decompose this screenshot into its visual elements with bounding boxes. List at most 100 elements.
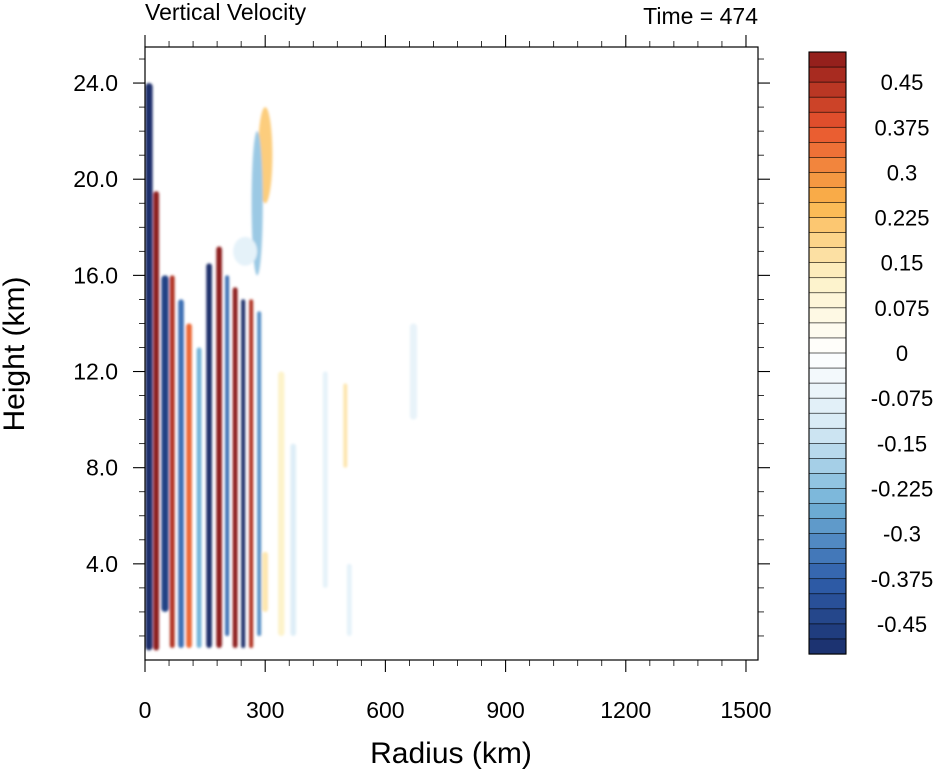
field-column-19 <box>346 563 352 636</box>
field-column-13 <box>257 311 262 636</box>
colorbar-segment <box>808 548 847 565</box>
x-tick-label: 1200 <box>600 697 651 723</box>
colorbar-label: -0.45 <box>877 612 927 637</box>
time-label: Time = 474 <box>643 3 758 29</box>
y-axis: 4.0 8.0 12.0 16.0 20.0 24.0 <box>73 58 770 637</box>
colorbar-segment <box>808 608 847 625</box>
chart-title: Vertical Velocity <box>145 0 307 25</box>
colorbar-label: 0 <box>896 341 908 366</box>
field-column-4 <box>178 299 184 648</box>
colorbar-segment <box>808 187 847 204</box>
colorbar-segment <box>808 292 847 309</box>
colorbar-segment <box>808 51 847 68</box>
colorbar-segment <box>808 172 847 189</box>
colorbar-segment <box>808 142 847 158</box>
field-blob-23 <box>233 236 258 266</box>
colorbar-segment <box>808 533 847 550</box>
colorbar-label: -0.15 <box>877 431 927 456</box>
colorbar-frame <box>808 51 847 655</box>
field-column-10 <box>232 287 238 648</box>
colorbar-segment <box>808 81 847 98</box>
colorbar-segment <box>808 96 847 113</box>
colorbar-segment <box>808 473 847 490</box>
colorbar-segment <box>808 578 847 595</box>
field-column-6 <box>196 347 202 648</box>
colorbar-segment <box>808 563 847 580</box>
colorbar-label: 0.3 <box>887 160 918 185</box>
colorbar-label: 0.375 <box>874 115 929 140</box>
x-tick-label: 1500 <box>720 697 771 723</box>
colorbar-segment <box>808 247 847 264</box>
x-tick-label: 900 <box>486 697 524 723</box>
colorbar-segment <box>808 202 847 219</box>
plot-frame <box>144 46 759 661</box>
y-tick-label: 8.0 <box>86 455 118 481</box>
colorbar-segment <box>808 503 847 520</box>
colorbar-segment <box>808 66 847 83</box>
field-column-8 <box>216 246 222 648</box>
colorbar-segment <box>808 412 847 429</box>
field-column-20 <box>409 323 418 420</box>
colorbar-segment <box>808 262 847 279</box>
field-column-9 <box>225 275 230 636</box>
colorbar-segment <box>808 307 847 324</box>
colorbar-segment <box>808 623 847 640</box>
x-tick-label: 600 <box>366 697 404 723</box>
colorbar-segment <box>808 367 847 384</box>
colorbar-label: 0.45 <box>881 70 924 95</box>
colorbar-segment <box>808 217 847 234</box>
x-axis: 0 300 600 900 1200 1500 <box>139 35 772 723</box>
colorbar-segment <box>808 397 847 414</box>
colorbar-segment <box>808 382 847 399</box>
colorbar-label: -0.225 <box>871 476 933 501</box>
x-tick-label: 300 <box>246 697 284 723</box>
field-column-0 <box>145 83 153 651</box>
colorbar-segment <box>808 337 847 354</box>
colorbar-segment <box>808 277 847 294</box>
field-column-17 <box>322 371 328 588</box>
y-tick-label: 20.0 <box>73 166 118 192</box>
field-column-15 <box>278 371 285 636</box>
field-column-5 <box>186 323 192 648</box>
x-axis-label: Radius (km) <box>370 737 532 770</box>
colorbar-segment <box>808 518 847 535</box>
field-column-14 <box>262 551 269 612</box>
plot-background <box>145 47 758 660</box>
y-tick-label: 12.0 <box>73 359 118 385</box>
colorbar-segment <box>808 458 847 475</box>
colorbar-segment <box>808 111 847 128</box>
field-column-11 <box>241 299 246 648</box>
field-column-1 <box>153 191 160 651</box>
x-tick-label: 0 <box>139 697 152 723</box>
field-column-3 <box>169 275 175 648</box>
colorbar-segment <box>808 157 847 174</box>
field-column-2 <box>161 275 169 612</box>
colorbar-segment <box>808 488 847 505</box>
colorbar: 0.45 0.375 0.3 0.225 0.15 0.075 0 -0.075 -0.15 -0… <box>808 51 933 655</box>
y-tick-label: 4.0 <box>86 551 118 577</box>
velocity-field <box>145 83 418 651</box>
colorbar-segment <box>808 322 847 339</box>
field-column-12 <box>249 299 254 648</box>
field-column-7 <box>206 263 212 648</box>
colorbar-segment <box>808 593 847 610</box>
colorbar-label: 0.225 <box>874 206 929 231</box>
colorbar-segment <box>808 352 847 369</box>
colorbar-label: 0.075 <box>874 296 929 321</box>
colorbar-label: -0.075 <box>871 386 933 411</box>
colorbar-segment <box>808 442 847 459</box>
colorbar-segment <box>808 638 847 655</box>
colorbar-label: -0.3 <box>883 522 921 547</box>
colorbar-label: 0.15 <box>881 251 924 276</box>
y-tick-label: 24.0 <box>73 70 118 96</box>
field-column-16 <box>290 443 297 636</box>
y-axis-label: Height (km) <box>0 276 31 431</box>
colorbar-segment <box>808 232 847 249</box>
y-tick-label: 16.0 <box>73 262 118 288</box>
colorbar-label: -0.375 <box>871 567 933 592</box>
field-column-18 <box>343 383 348 468</box>
field-blob-22 <box>251 131 263 276</box>
colorbar-segment <box>808 427 847 444</box>
colorbar-segment <box>808 126 847 143</box>
